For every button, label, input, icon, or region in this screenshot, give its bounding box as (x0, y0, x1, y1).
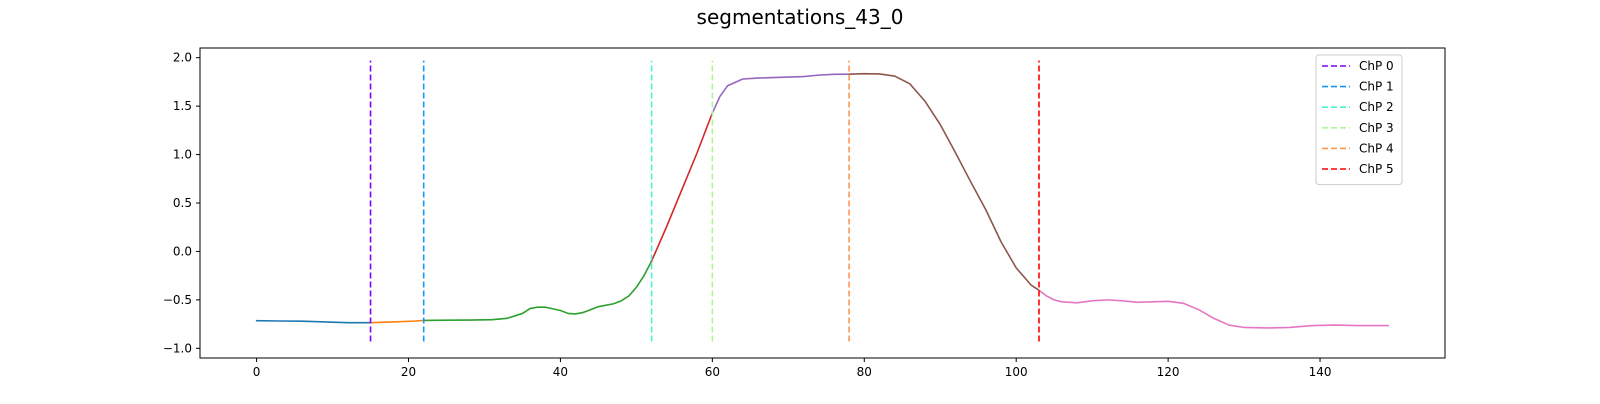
legend-label-2: ChP 2 (1359, 100, 1394, 114)
series-segment-4 (711, 73, 850, 114)
y-tick-label: −1.0 (163, 341, 192, 355)
plot-area (255, 60, 1390, 342)
legend-label-4: ChP 4 (1359, 141, 1394, 155)
series-segment-2 (422, 260, 653, 322)
series-segment-1 (369, 319, 425, 324)
legend-label-0: ChP 0 (1359, 59, 1394, 73)
series-segment-3 (650, 112, 714, 262)
x-tick-label: 0 (253, 365, 261, 379)
x-tick-label: 80 (857, 365, 872, 379)
legend-label-5: ChP 5 (1359, 162, 1394, 176)
x-tick-label: 40 (553, 365, 568, 379)
chart-title: segmentations_43_0 (697, 5, 904, 29)
legend: ChP 0 ChP 1 ChP 2 ChP 3 ChP 4 ChP 5 (1315, 54, 1403, 186)
series-segment-6 (1038, 289, 1390, 329)
legend-label-1: ChP 1 (1359, 80, 1394, 94)
y-tick-label: 1.5 (173, 99, 192, 113)
plot-frame (199, 47, 1446, 359)
legend-label-3: ChP 3 (1359, 121, 1394, 135)
series-segment-0 (255, 319, 372, 324)
y-tick-label: −0.5 (163, 293, 192, 307)
x-tick-label: 100 (1005, 365, 1028, 379)
y-tick-label: 1.0 (173, 148, 192, 162)
legend-box (1315, 54, 1403, 186)
series-segment-5 (848, 72, 1040, 291)
x-tick-label: 120 (1157, 365, 1180, 379)
y-tick-label: 0.5 (173, 196, 192, 210)
y-tick-label: 2.0 (173, 51, 192, 65)
x-tick-label: 140 (1309, 365, 1332, 379)
x-tick-label: 20 (401, 365, 416, 379)
x-tick-label: 60 (705, 365, 720, 379)
axes: 0 20 40 60 80 100 120 140 −1.0 −0.5 0.0 0.5 1.0 1.5 2.… (163, 51, 1332, 379)
y-tick-label: 0.0 (173, 244, 192, 258)
